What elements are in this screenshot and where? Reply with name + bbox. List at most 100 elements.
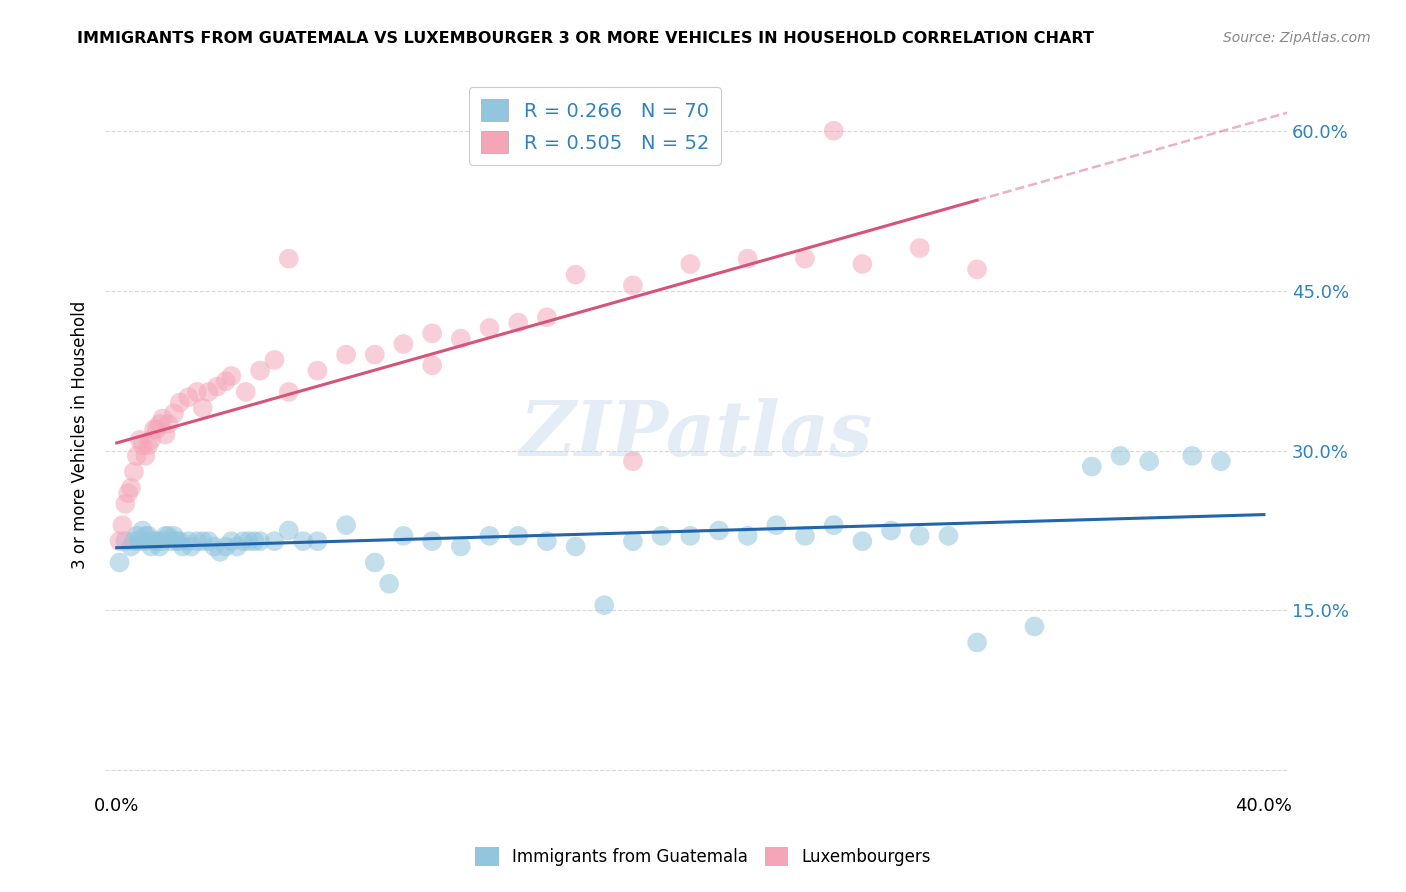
Point [1181,449,1204,463]
Point [108,534,131,549]
Point [564,268,586,282]
Point [180,540,202,554]
Point [392,337,415,351]
Point [157,417,180,431]
Point [823,518,845,533]
Point [263,353,285,368]
Point [114,534,136,549]
Point [235,384,257,399]
Point [186,384,208,399]
Point [238,534,260,549]
Point [152,411,174,425]
Point [136,438,159,452]
Point [134,534,156,549]
Point [128,534,150,549]
Point [221,368,243,383]
Point [139,433,162,447]
Point [163,529,186,543]
Point [149,540,172,554]
Point [536,534,558,549]
Point [307,363,329,377]
Point [1137,454,1160,468]
Point [169,395,191,409]
Point [249,363,271,377]
Text: ZIPatlas: ZIPatlas [519,398,873,472]
Point [232,534,254,549]
Point [851,257,873,271]
Point [737,529,759,543]
Point [146,422,169,436]
Point [202,540,225,554]
Point [277,524,299,538]
Point [364,556,387,570]
Text: Source: ZipAtlas.com: Source: ZipAtlas.com [1223,31,1371,45]
Point [134,529,156,543]
Point [508,316,530,330]
Point [908,241,931,255]
Point [938,529,960,543]
Point [277,384,299,399]
Y-axis label: 3 or more Vehicles in Household: 3 or more Vehicles in Household [72,301,89,569]
Point [621,278,644,293]
Point [143,534,166,549]
Legend: Immigrants from Guatemala, Luxembourgers: Immigrants from Guatemala, Luxembourgers [468,840,938,873]
Point [143,422,166,436]
Point [679,257,702,271]
Point [478,529,501,543]
Point [215,374,238,388]
Point [152,534,174,549]
Point [146,534,169,549]
Point [131,438,153,452]
Point [197,384,219,399]
Point [125,529,148,543]
Point [215,540,238,554]
Point [651,529,673,543]
Point [794,529,817,543]
Point [149,417,172,431]
Point [908,529,931,543]
Point [478,321,501,335]
Point [163,406,186,420]
Point [155,529,177,543]
Point [136,529,159,543]
Point [593,598,616,612]
Point [737,252,759,266]
Point [197,534,219,549]
Point [172,540,194,554]
Point [134,449,156,463]
Point [966,635,988,649]
Point [508,529,530,543]
Point [335,348,357,362]
Point [169,534,191,549]
Point [1081,459,1104,474]
Point [765,518,787,533]
Point [226,540,249,554]
Point [120,481,142,495]
Point [621,454,644,468]
Point [114,497,136,511]
Point [205,379,228,393]
Point [420,359,443,373]
Point [191,534,214,549]
Point [880,524,903,538]
Point [117,486,139,500]
Point [679,529,702,543]
Point [450,332,472,346]
Point [122,465,145,479]
Point [1024,619,1046,633]
Point [823,124,845,138]
Point [139,540,162,554]
Point [851,534,873,549]
Point [292,534,315,549]
Point [249,534,271,549]
Point [536,310,558,325]
Point [221,534,243,549]
Point [392,529,415,543]
Point [191,401,214,415]
Legend: R = 0.266   N = 70, R = 0.505   N = 52: R = 0.266 N = 70, R = 0.505 N = 52 [470,87,721,165]
Point [155,427,177,442]
Point [128,433,150,447]
Point [450,540,472,554]
Point [125,449,148,463]
Point [186,534,208,549]
